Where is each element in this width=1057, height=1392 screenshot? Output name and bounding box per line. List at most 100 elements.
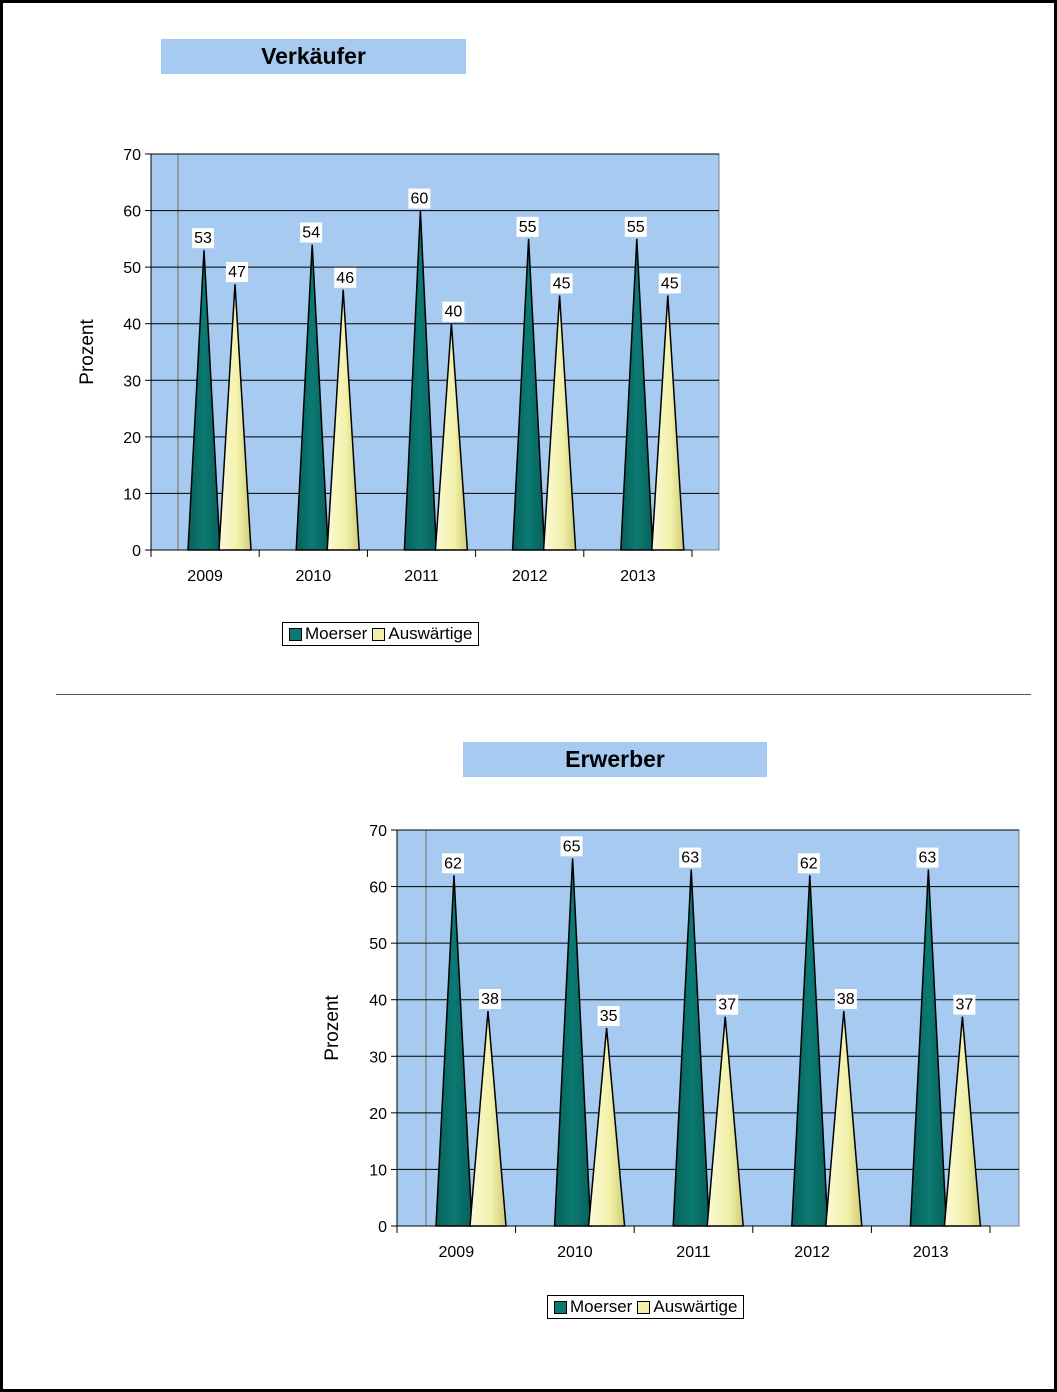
cone-auswaertige bbox=[326, 289, 360, 551]
x-tick-label: 2011 bbox=[404, 568, 439, 585]
data-label: 35 bbox=[600, 1008, 618, 1025]
data-label: 60 bbox=[411, 191, 429, 208]
chart-title: Verkäufer bbox=[161, 39, 466, 74]
y-tick-label: 70 bbox=[369, 823, 387, 840]
chart-legend: Moerser Auswärtige bbox=[547, 1295, 745, 1319]
cone-auswaertige bbox=[706, 1016, 745, 1227]
legend-swatch-moerser bbox=[554, 1300, 567, 1314]
cone-moerser bbox=[909, 869, 948, 1227]
data-label: 55 bbox=[519, 219, 537, 236]
data-label-box bbox=[560, 836, 583, 857]
data-label: 38 bbox=[837, 991, 855, 1008]
y-tick-label: 0 bbox=[378, 1219, 387, 1236]
data-label-box bbox=[408, 188, 431, 209]
cone-auswaertige bbox=[434, 323, 469, 551]
legend-swatch-auswaertige bbox=[372, 627, 386, 641]
data-label: 54 bbox=[302, 225, 320, 242]
cone-moerser bbox=[553, 858, 592, 1227]
cone-moerser bbox=[403, 210, 438, 551]
section-divider bbox=[56, 694, 1031, 695]
data-label: 40 bbox=[445, 304, 463, 321]
legend-item-auswaertige: Auswärtige bbox=[372, 624, 472, 644]
y-tick-label: 20 bbox=[369, 1106, 387, 1123]
cone-moerser bbox=[187, 250, 221, 551]
data-label: 47 bbox=[228, 264, 246, 281]
y-tick-label: 30 bbox=[123, 373, 141, 390]
legend-swatch-auswaertige bbox=[637, 1300, 651, 1314]
data-label: 63 bbox=[919, 850, 937, 867]
x-tick-label: 2013 bbox=[913, 1244, 949, 1261]
data-label-box bbox=[479, 989, 501, 1010]
data-label-box bbox=[442, 853, 464, 874]
data-label-box bbox=[192, 228, 214, 249]
chart-title: Erwerber bbox=[463, 742, 767, 777]
y-tick-label: 50 bbox=[369, 936, 387, 953]
data-label: 46 bbox=[336, 270, 354, 287]
data-label-box bbox=[953, 994, 976, 1015]
cone-moerser bbox=[620, 238, 654, 551]
x-tick-label: 2010 bbox=[557, 1244, 593, 1261]
data-label-box bbox=[516, 216, 539, 237]
y-tick-label: 40 bbox=[369, 993, 387, 1010]
data-label-box bbox=[624, 216, 647, 237]
cone-auswaertige bbox=[587, 1027, 626, 1227]
legend-item-moerser: Moerser bbox=[554, 1297, 632, 1317]
legend-item-auswaertige: Auswärtige bbox=[637, 1297, 737, 1317]
legend-label: Auswärtige bbox=[388, 624, 473, 643]
y-tick-label: 60 bbox=[369, 880, 387, 897]
data-label: 37 bbox=[718, 997, 736, 1014]
y-axis-label: Prozent bbox=[77, 319, 98, 385]
y-tick-label: 60 bbox=[123, 204, 141, 221]
x-tick-label: 2011 bbox=[676, 1244, 711, 1261]
data-label: 63 bbox=[681, 850, 699, 867]
data-label: 38 bbox=[481, 991, 499, 1008]
y-tick-label: 0 bbox=[132, 543, 141, 560]
chart-legend: Moerser Auswärtige bbox=[282, 622, 480, 646]
y-tick-label: 70 bbox=[123, 147, 141, 164]
data-label-box bbox=[658, 273, 681, 294]
data-label: 65 bbox=[563, 838, 581, 855]
cone-auswaertige bbox=[218, 284, 252, 551]
cone-moerser bbox=[295, 244, 329, 551]
data-label-box bbox=[597, 1006, 620, 1026]
x-tick-label: 2009 bbox=[439, 1244, 475, 1261]
cone-auswaertige bbox=[542, 295, 577, 551]
y-axis-label: Prozent bbox=[322, 995, 343, 1061]
cone-auswaertige bbox=[824, 1010, 863, 1227]
cone-auswaertige bbox=[651, 295, 685, 551]
y-tick-label: 20 bbox=[123, 430, 141, 447]
data-label-box bbox=[442, 301, 465, 322]
data-label: 62 bbox=[800, 855, 818, 872]
y-tick-label: 40 bbox=[123, 317, 141, 334]
data-label: 55 bbox=[627, 219, 645, 236]
x-tick-label: 2012 bbox=[794, 1244, 830, 1261]
y-tick-label: 10 bbox=[123, 486, 141, 503]
data-label-box bbox=[226, 262, 248, 283]
y-tick-label: 50 bbox=[123, 260, 141, 277]
cone-moerser bbox=[791, 875, 829, 1227]
x-tick-label: 2009 bbox=[187, 568, 223, 585]
data-label-box bbox=[550, 273, 573, 294]
cone-auswaertige bbox=[469, 1010, 507, 1227]
y-tick-label: 30 bbox=[369, 1049, 387, 1066]
data-label-box bbox=[716, 994, 739, 1015]
legend-label: Auswärtige bbox=[653, 1297, 738, 1316]
cone-moerser bbox=[672, 869, 710, 1227]
x-tick-label: 2012 bbox=[512, 568, 548, 585]
cone-auswaertige bbox=[943, 1016, 982, 1227]
cone-moerser bbox=[511, 238, 546, 551]
legend-item-moerser: Moerser bbox=[289, 624, 367, 644]
data-label-box bbox=[334, 267, 357, 288]
data-label: 53 bbox=[194, 230, 212, 247]
data-label: 37 bbox=[956, 997, 974, 1014]
legend-label: Moerser bbox=[305, 624, 368, 643]
legend-swatch-moerser bbox=[289, 627, 302, 641]
legend-label: Moerser bbox=[570, 1297, 633, 1316]
data-label: 45 bbox=[553, 275, 571, 292]
data-label-box bbox=[300, 222, 323, 243]
cone-moerser bbox=[435, 875, 473, 1227]
data-label-box bbox=[834, 989, 857, 1010]
